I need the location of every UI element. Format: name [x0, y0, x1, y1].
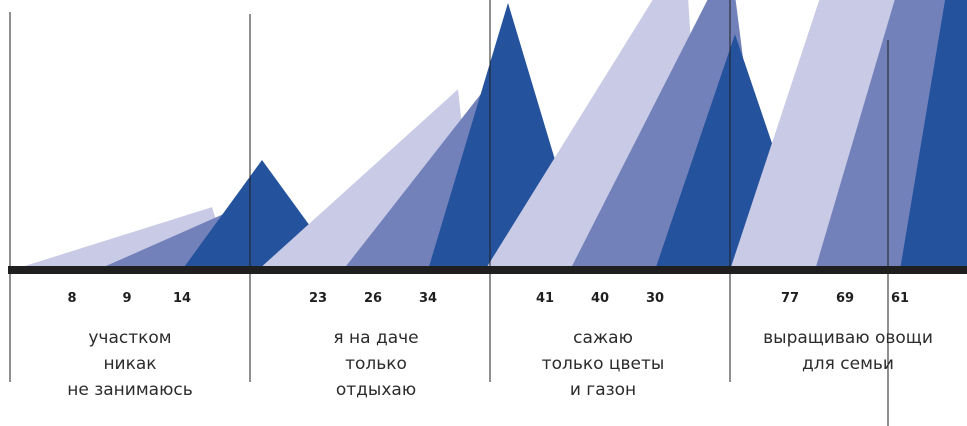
value-label: 40	[591, 291, 609, 306]
group-caption-line: выращиваю овощи	[763, 328, 933, 348]
value-label: 23	[309, 291, 327, 306]
group-caption-line: никак	[103, 354, 156, 374]
value-label: 30	[646, 291, 664, 306]
group-caption-line: сажаю	[573, 328, 633, 348]
group-caption-line: я на даче	[333, 328, 418, 348]
group-caption-line: участком	[88, 328, 171, 348]
group-4	[730, 0, 967, 270]
value-label: 69	[836, 291, 854, 306]
value-label: 41	[536, 291, 554, 306]
triangle-g4-s3	[900, 0, 967, 270]
group-caption-line: отдыхаю	[336, 380, 416, 400]
value-label: 14	[173, 291, 191, 306]
value-label: 77	[781, 291, 799, 306]
group-2	[258, 2, 588, 271]
chart-marks	[12, 0, 967, 271]
group-caption-line: только	[345, 354, 407, 374]
baseline-bar	[8, 266, 967, 274]
value-label: 26	[364, 291, 382, 306]
value-label: 61	[891, 291, 909, 306]
value-label: 8	[67, 291, 76, 306]
group-caption-line: только цветы	[542, 354, 665, 374]
group-caption-line: не занимаюсь	[67, 380, 193, 400]
value-label: 34	[419, 291, 437, 306]
value-label: 9	[122, 291, 131, 306]
group-caption-line: для семьи	[802, 354, 894, 374]
group-caption-line: и газон	[570, 380, 636, 400]
